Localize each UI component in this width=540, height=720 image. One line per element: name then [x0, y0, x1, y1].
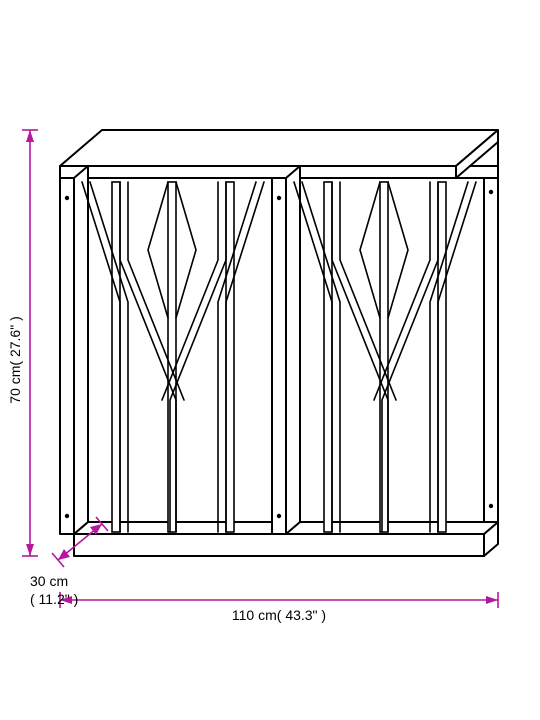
depth-label-line2: ( 11.2" ) [30, 591, 78, 607]
width-label: 110 cm( 43.3" ) [232, 607, 326, 623]
drawing-svg: 70 cm( 27.6" ) 110 cm( 43.3" ) 30 cm ( 1… [0, 0, 540, 720]
dimension-diagram: { "diagram": { "type": "technical-dimens… [0, 0, 540, 720]
left-panel [82, 182, 264, 532]
furniture-drawing [60, 130, 498, 556]
depth-label-line1: 30 cm [30, 573, 68, 589]
right-panel [294, 182, 476, 532]
height-label: 70 cm( 27.6" ) [7, 316, 23, 403]
